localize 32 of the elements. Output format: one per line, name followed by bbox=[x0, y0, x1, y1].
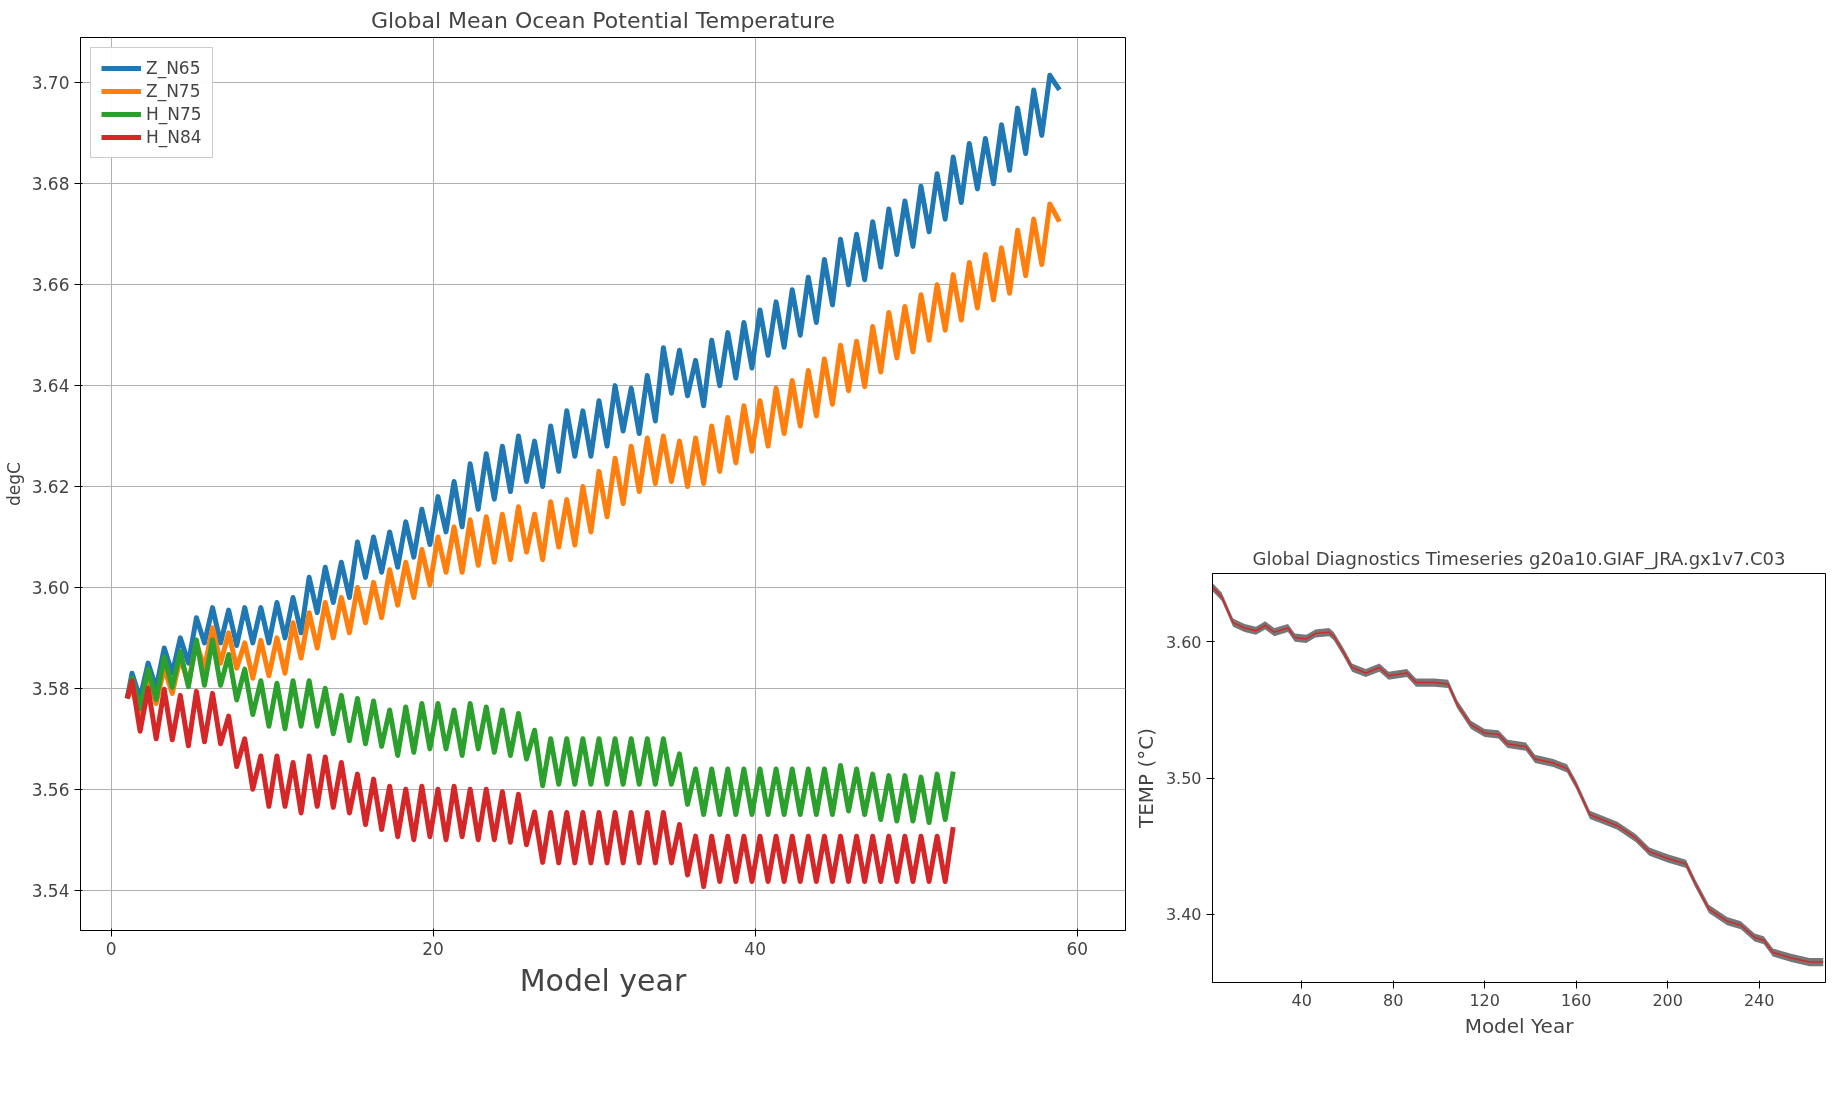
x-tick-label: 60 bbox=[1066, 938, 1089, 959]
y-tick-label: 3.64 bbox=[31, 376, 70, 397]
x-axis-title: Model year bbox=[519, 962, 687, 998]
x-tick-label: 40 bbox=[1291, 990, 1312, 1010]
y-tick-label: 3.56 bbox=[31, 779, 70, 800]
y-tick-label: 3.50 bbox=[1165, 769, 1202, 788]
y-tick-label: 3.58 bbox=[31, 678, 70, 699]
legend-label: Z_N65 bbox=[146, 58, 201, 78]
legend-label: H_N75 bbox=[146, 104, 202, 124]
y-tick-label: 3.54 bbox=[31, 880, 70, 901]
chart-title: Global Diagnostics Timeseries g20a10.GIAF_JRA.gx1v7.C03 bbox=[1252, 547, 1786, 570]
y-tick-label: 3.60 bbox=[31, 577, 70, 598]
x-tick-label: 120 bbox=[1469, 990, 1500, 1010]
y-tick-label: 3.40 bbox=[1165, 905, 1202, 925]
x-tick-label: 20 bbox=[422, 938, 444, 959]
x-tick-label: 240 bbox=[1743, 990, 1775, 1010]
x-axis-title: Model Year bbox=[1464, 1013, 1575, 1038]
y-tick-label: 3.70 bbox=[31, 73, 70, 94]
y-tick-label: 3.60 bbox=[1165, 632, 1202, 652]
x-tick-label: 80 bbox=[1383, 990, 1404, 1010]
x-tick-label: 160 bbox=[1560, 990, 1592, 1010]
x-tick-label: 0 bbox=[105, 938, 117, 959]
y-tick-label: 3.66 bbox=[31, 275, 70, 296]
x-tick-label: 200 bbox=[1652, 990, 1683, 1010]
legend-label: Z_N75 bbox=[146, 81, 201, 101]
y-axis-title: degC bbox=[3, 462, 24, 506]
chart-title: Global Mean Ocean Potential Temperature bbox=[370, 7, 836, 33]
x-tick-label: 40 bbox=[744, 938, 766, 959]
legend-label: H_N84 bbox=[146, 127, 202, 147]
y-tick-label: 3.68 bbox=[31, 174, 70, 195]
y-tick-label: 3.62 bbox=[31, 477, 70, 498]
y-axis-title: TEMP (°C) bbox=[1133, 727, 1158, 830]
